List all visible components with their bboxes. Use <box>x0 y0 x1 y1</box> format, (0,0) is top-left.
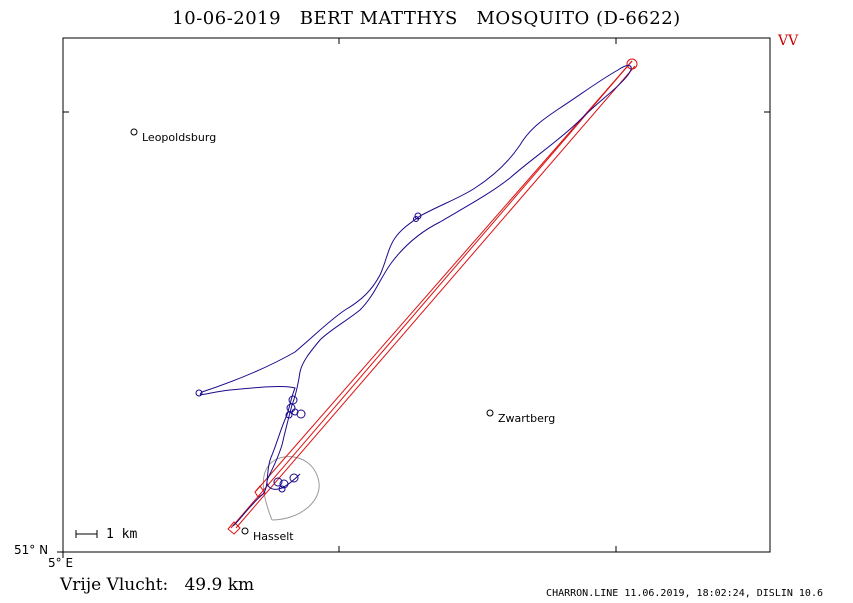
longitude-label: 5° E <box>48 556 74 570</box>
task-lines <box>227 58 638 535</box>
thermal-circles <box>195 212 422 493</box>
leopoldsburg-marker <box>130 128 138 136</box>
latitude-label: 51° N <box>14 543 49 557</box>
map-title: 10-06-2019 BERT MATTHYS MOSQUITO (D-6622… <box>172 8 681 29</box>
footer-credit: CHARRON.LINE 11.06.2019, 18:02:24, DISLI… <box>546 588 823 599</box>
zwartberg-marker <box>486 409 494 417</box>
frame-ticks <box>57 38 770 558</box>
corner-tag: VV <box>778 33 799 49</box>
map-frame <box>62 37 771 553</box>
zwartberg-label: Zwartberg <box>498 412 555 425</box>
distance-summary: Vrije Vlucht: 49.9 km <box>60 575 255 595</box>
thermal-area-outline <box>262 456 320 521</box>
hasselt-label: Hasselt <box>253 530 294 543</box>
scale-bar-label: 1 km <box>106 527 138 542</box>
scale-bar <box>75 530 98 538</box>
flight-track <box>199 65 632 527</box>
leopoldsburg-label: Leopoldsburg <box>142 131 216 144</box>
hasselt-marker <box>241 527 249 535</box>
